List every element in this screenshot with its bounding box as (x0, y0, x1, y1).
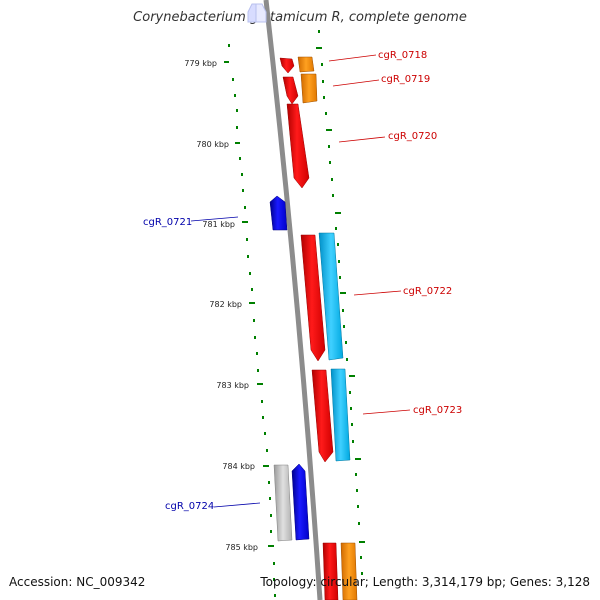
scale-labels: 779 kbp 780 kbp 781 kbp 782 kbp 783 kbp … (184, 59, 258, 552)
label-cgR_0723[interactable]: cgR_0723 (413, 405, 462, 416)
forward-genes[interactable] (279, 57, 339, 600)
scale-label-784: 784 kbp (222, 462, 255, 471)
feature-cyan-0722[interactable] (318, 232, 344, 361)
feature-orange-0719[interactable] (300, 73, 318, 104)
feature-orange-bottom[interactable] (340, 542, 358, 600)
accession-text: Accession: NC_009342 (9, 575, 146, 589)
label-cgR_0719[interactable]: cgR_0719 (381, 74, 430, 85)
scale-label-783: 783 kbp (216, 381, 249, 390)
leader-lines (190, 54, 411, 508)
scale-ticks-right (316, 30, 365, 575)
feature-cyan-0723[interactable] (330, 368, 351, 462)
map-title: Corynebacterium glutamicum R, complete g… (133, 10, 467, 25)
label-cgR_0718[interactable]: cgR_0718 (378, 50, 427, 61)
feature-orange-0718[interactable] (297, 56, 315, 73)
gene-cgR_0723[interactable] (311, 369, 334, 463)
scale-label-781: 781 kbp (202, 220, 235, 229)
label-cgR_0724[interactable]: cgR_0724 (165, 501, 214, 512)
label-cgR_0720[interactable]: cgR_0720 (388, 131, 437, 142)
scale-ticks-left (224, 44, 276, 597)
gene-labels: cgR_0718 cgR_0719 cgR_0720 cgR_0721 cgR_… (143, 50, 462, 512)
gene-bottom-red[interactable] (322, 542, 339, 600)
scale-label-780: 780 kbp (196, 140, 229, 149)
genome-backbone (263, 0, 323, 600)
genome-summary-text: Topology: circular; Length: 3,314,179 bp… (260, 575, 590, 589)
orange-features[interactable] (297, 56, 358, 600)
gene-cgR_0721[interactable] (269, 195, 288, 231)
gene-cgR_0724[interactable] (291, 463, 310, 541)
gene-cgR_0720[interactable] (286, 103, 310, 189)
gene-cgR_0718[interactable] (279, 57, 295, 74)
scale-label-785: 785 kbp (225, 543, 258, 552)
label-cgR_0722[interactable]: cgR_0722 (403, 286, 452, 297)
scale-label-782: 782 kbp (209, 300, 242, 309)
gene-cgR_0719[interactable] (282, 76, 299, 105)
scale-label-779: 779 kbp (184, 59, 217, 68)
cyan-features[interactable] (318, 232, 351, 462)
top-marker (247, 3, 267, 23)
feature-grey-0724[interactable] (273, 464, 293, 542)
gene-cgR_0722[interactable] (300, 234, 326, 362)
reverse-genes[interactable] (269, 195, 310, 541)
label-cgR_0721[interactable]: cgR_0721 (143, 217, 192, 228)
